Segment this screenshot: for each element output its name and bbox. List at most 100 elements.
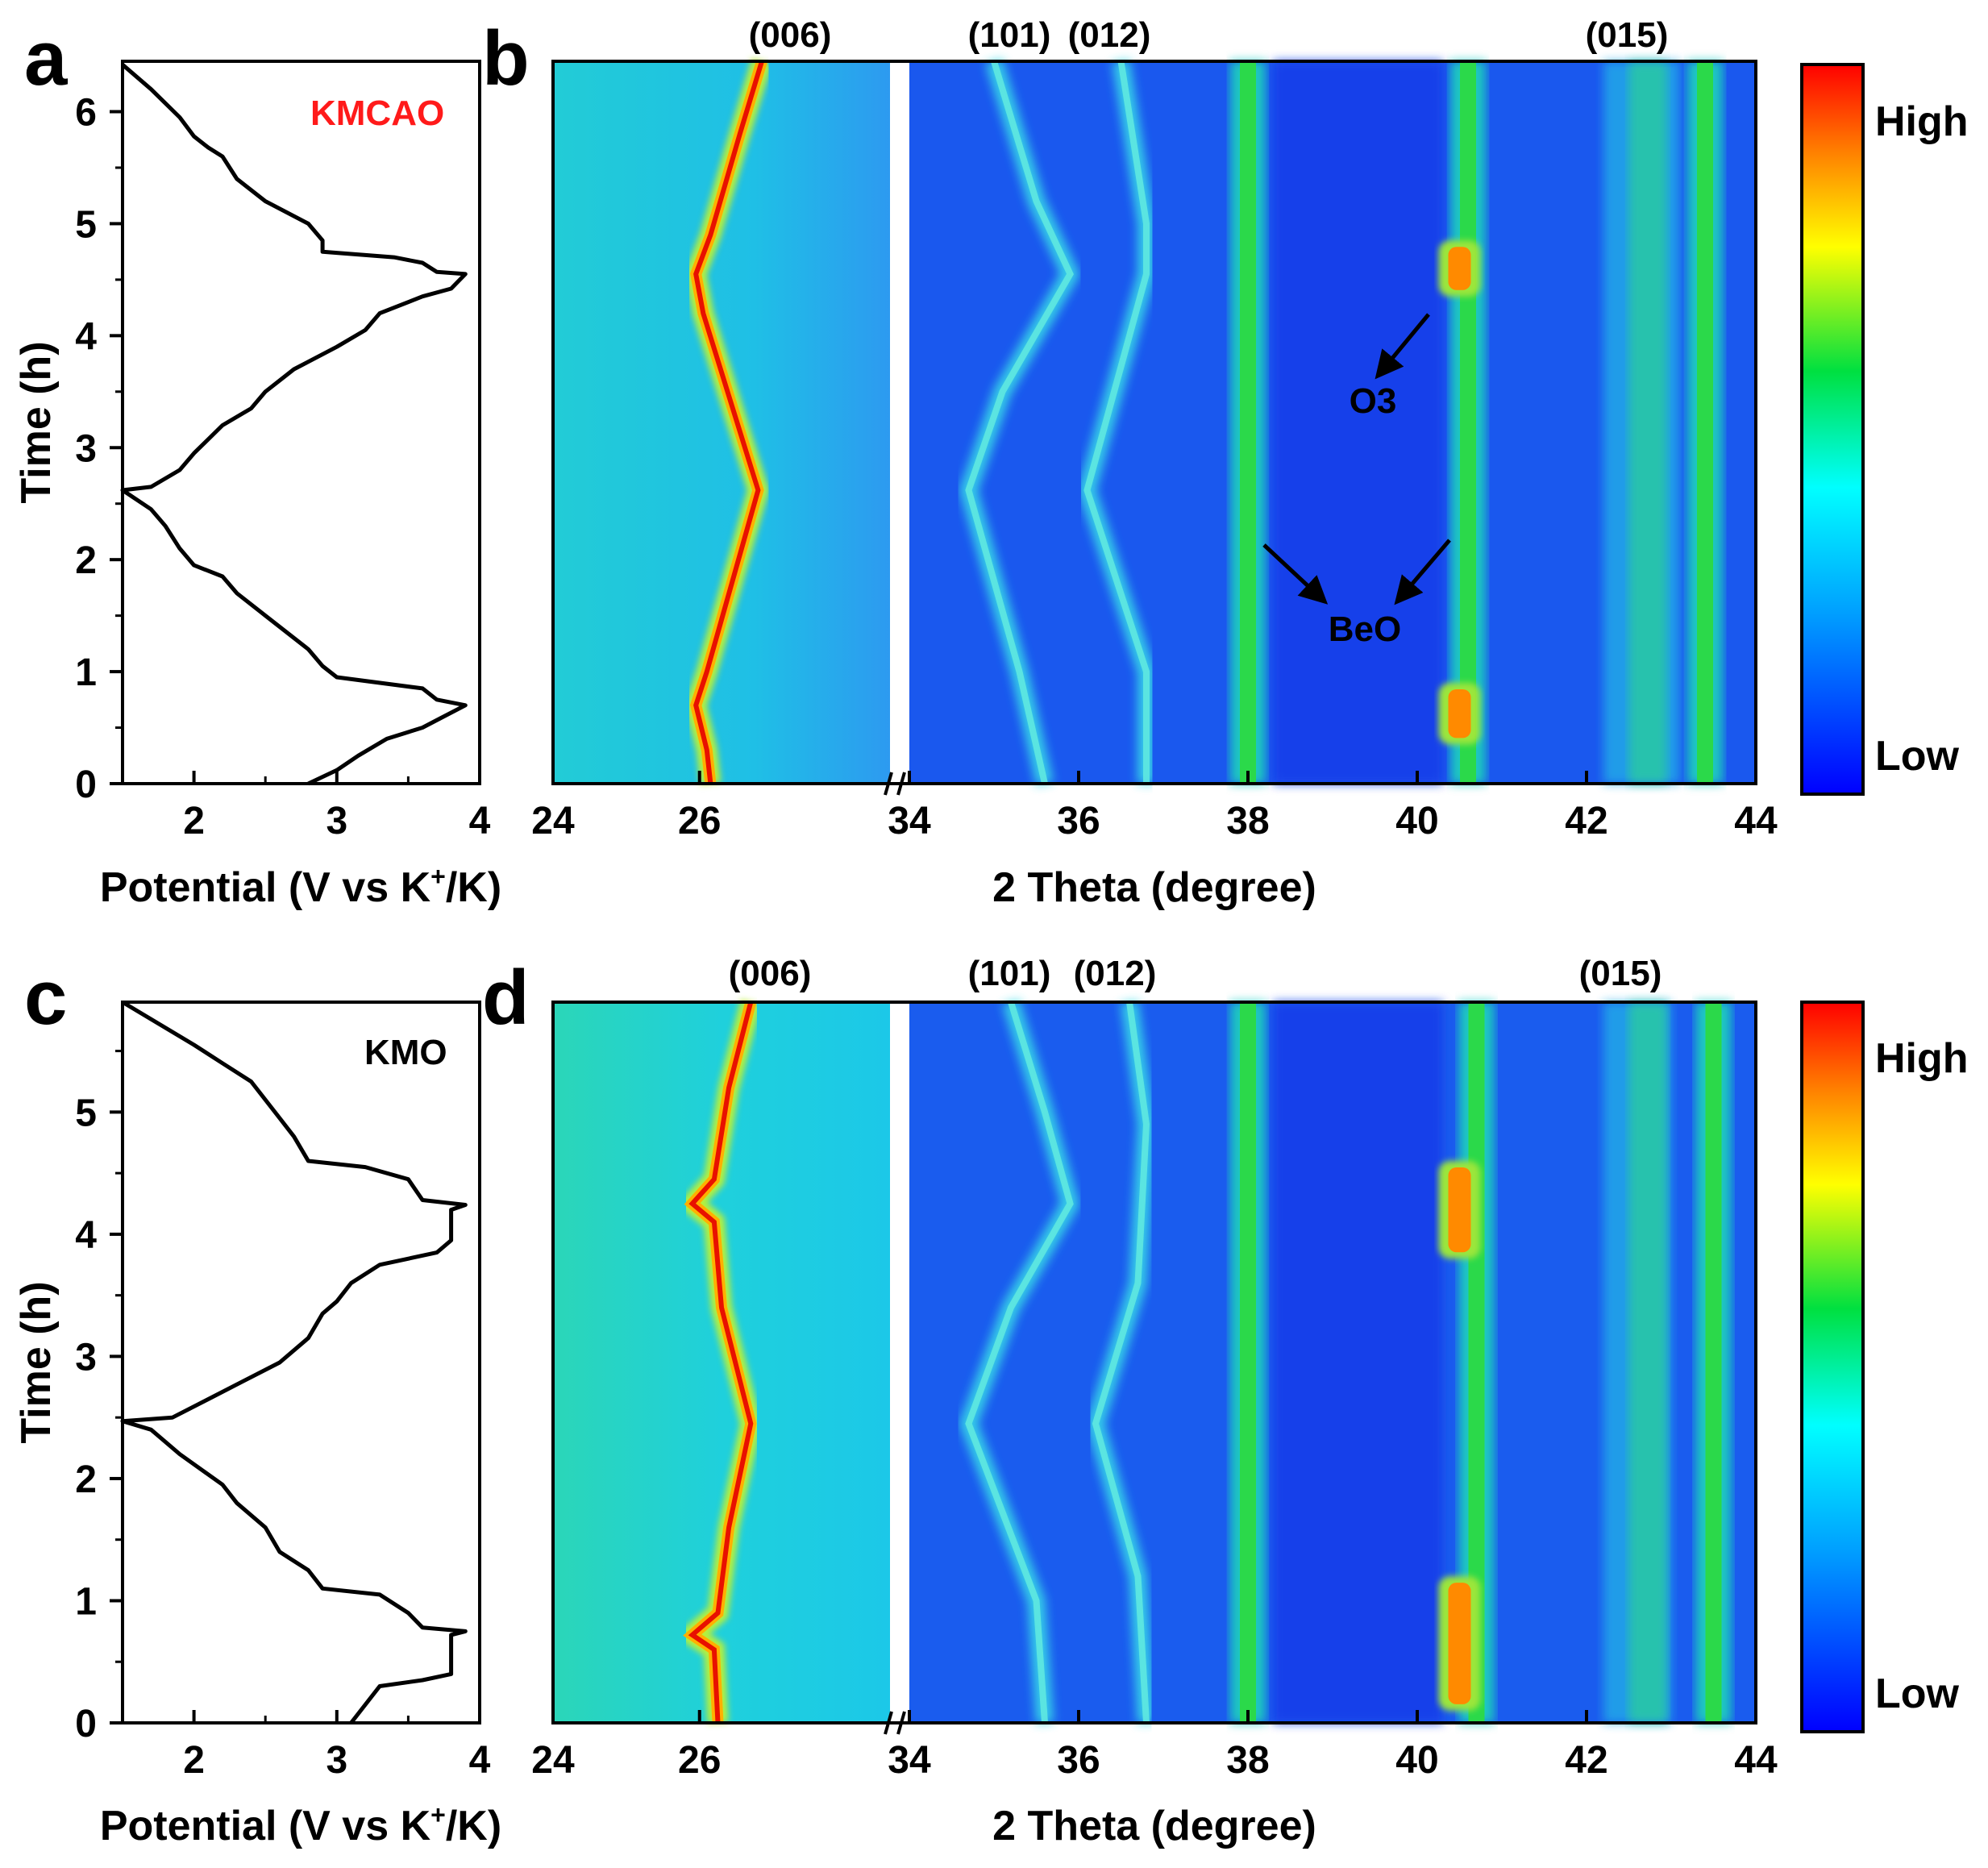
xtick-label-a: 4 <box>469 800 491 842</box>
annotation-beo: BeO <box>1329 609 1401 649</box>
colorbar-b: High Low <box>1800 63 1969 796</box>
peak-label-012-d: (012) <box>1074 954 1157 993</box>
panel-c: 2 3 4 0 1 2 3 4 5 KMO Time (h) Potential (V vs K… <box>13 1000 501 1849</box>
colorbar-d-bar <box>1800 1001 1865 1733</box>
peak-label-006-b: (006) <box>749 15 832 55</box>
steady-line-b <box>1240 61 1256 784</box>
xtick-label-c: 3 <box>326 1739 347 1782</box>
ytick-label-a: 3 <box>75 427 97 470</box>
annotation-o3: O3 <box>1350 381 1397 421</box>
ytick-label-a: 0 <box>75 763 97 806</box>
xtick-label-d: 42 <box>1565 1739 1607 1782</box>
xtick-label-b: 42 <box>1565 800 1607 842</box>
panel-letter-d: d <box>482 955 530 1041</box>
ytick-label-c: 5 <box>75 1092 97 1134</box>
axis-break-gap-d <box>890 1001 909 1724</box>
xlabel-d: 2 Theta (degree) <box>992 1803 1316 1849</box>
inset-label-kmo: KMO <box>364 1033 447 1072</box>
peak-006-b <box>693 60 764 784</box>
colorbar-d-low: Low <box>1875 1670 1960 1717</box>
xtick-label-d: 38 <box>1226 1739 1269 1782</box>
axis-break-mark-b <box>896 772 906 796</box>
arrow-beo-left <box>1262 543 1329 605</box>
ytick-label-c: 3 <box>75 1336 97 1379</box>
peak-label-012-b: (012) <box>1068 15 1151 55</box>
panel-a: 2 3 4 0 1 2 3 4 5 6 KMCAO Time (h) Potential (V v… <box>13 60 501 911</box>
xtick-label-b: 34 <box>888 800 931 842</box>
steady-line-b <box>1460 61 1476 784</box>
xtick-label-d: 34 <box>888 1739 931 1782</box>
peak-label-101-b: (101) <box>968 15 1051 55</box>
o3-patch-b <box>1448 247 1471 290</box>
xtick-label-d: 40 <box>1395 1739 1438 1782</box>
panel-d: 24 26 34 36 38 40 42 44 (006) (101) (012) (015)… <box>531 954 1778 1849</box>
xlabel-a: Potential (V vs K+/K) <box>100 862 501 911</box>
steady-line-b <box>1697 61 1713 784</box>
o3-patch-d <box>1448 1167 1471 1253</box>
xlabel-c: Potential (V vs K+/K) <box>100 1800 501 1849</box>
arrow-beo-right <box>1394 539 1451 605</box>
peak-006-d <box>688 1001 754 1724</box>
xtick-label-d: 44 <box>1734 1739 1778 1782</box>
ylabel-a: Time (h) <box>13 341 60 503</box>
peak-012-d <box>1092 1001 1150 1724</box>
xtick-label-c: 4 <box>469 1739 491 1782</box>
peak-101-b <box>965 60 1075 784</box>
axis-break-mark-d <box>896 1711 906 1735</box>
steady-line-d <box>1240 1002 1256 1723</box>
xtick-label-b: 44 <box>1734 800 1778 842</box>
ylabel-c: Time (h) <box>13 1281 60 1443</box>
arrow-o3 <box>1375 313 1430 380</box>
voltage-curve-a <box>120 63 468 786</box>
ytick-label-c: 2 <box>75 1458 97 1501</box>
colorbar-b-bar <box>1800 63 1865 796</box>
ytick-label-a: 4 <box>75 315 97 358</box>
xtick-label-d: 36 <box>1057 1739 1100 1782</box>
ytick-label-a: 5 <box>75 203 97 246</box>
peak-015-core-d <box>1628 1002 1667 1723</box>
inset-label-kmcao: KMCAO <box>310 94 444 133</box>
colorbar-b-low: Low <box>1875 733 1960 780</box>
xtick-label-d: 24 <box>531 1739 575 1782</box>
peak-101-d <box>965 1001 1074 1724</box>
xtick-label-b: 24 <box>531 800 575 842</box>
axis-break-mark-d <box>884 1711 893 1735</box>
voltage-curve-c <box>120 1000 468 1724</box>
panel-letter-b: b <box>482 15 530 102</box>
heat-valley-d <box>1273 1002 1443 1723</box>
panel-b: 24 26 34 36 38 40 42 44 (006) (101) (012) (015)… <box>531 15 1778 911</box>
ytick-label-a: 1 <box>75 651 97 694</box>
panel-letter-c: c <box>24 955 67 1041</box>
xtick-label-b: 38 <box>1226 800 1269 842</box>
plot-frame-b <box>551 60 1757 785</box>
colorbar-d: High Low <box>1800 1001 1969 1733</box>
peak-015-core-b <box>1628 61 1667 784</box>
colorbar-b-high: High <box>1875 98 1969 145</box>
plot-area-c <box>121 1001 481 1724</box>
ytick-label-a: 6 <box>75 92 97 135</box>
plot-area-a <box>121 60 481 785</box>
ytick-label-c: 0 <box>75 1703 97 1745</box>
peak-label-006-d: (006) <box>729 954 812 993</box>
xtick-label-b: 36 <box>1057 800 1100 842</box>
peak-label-101-d: (101) <box>968 954 1051 993</box>
peak-label-015-d: (015) <box>1579 954 1662 993</box>
peak-label-015-b: (015) <box>1586 15 1669 55</box>
colorbar-d-high: High <box>1875 1035 1969 1082</box>
xtick-label-b: 26 <box>678 800 721 842</box>
peak-012-b <box>1083 60 1150 784</box>
steady-line-d <box>1705 1002 1722 1723</box>
xtick-label-b: 40 <box>1395 800 1438 842</box>
panel-letter-a: a <box>24 15 68 102</box>
ytick-label-a: 2 <box>75 539 97 582</box>
axis-break-gap-b <box>890 60 909 785</box>
heat-valley-b <box>1273 61 1443 784</box>
xlabel-b: 2 Theta (degree) <box>992 864 1316 911</box>
plot-frame-d <box>551 1001 1757 1724</box>
axis-break-mark-b <box>884 772 893 796</box>
xtick-label-a: 3 <box>326 800 347 842</box>
o3-patch-d <box>1448 1583 1471 1704</box>
ytick-label-c: 1 <box>75 1580 97 1623</box>
xtick-label-d: 26 <box>678 1739 721 1782</box>
